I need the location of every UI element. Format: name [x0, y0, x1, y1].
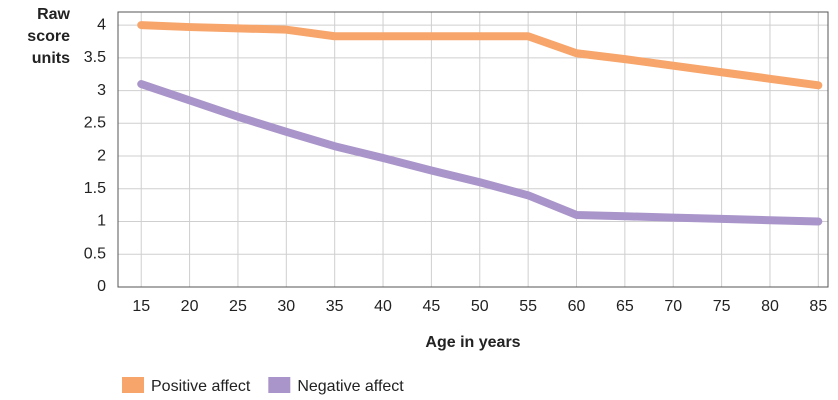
x-tick-label: 75 [713, 298, 731, 315]
legend-swatch [268, 377, 291, 393]
legend-swatch [122, 377, 144, 393]
legend-label: Positive affect [151, 378, 251, 395]
y-tick-label: 1.5 [84, 180, 106, 197]
x-tick-label: 40 [374, 298, 392, 315]
y-tick-label: 3 [97, 82, 106, 99]
plot-frame [117, 11, 829, 288]
x-tick-label: 45 [423, 298, 441, 315]
y-tick-label: 4 [97, 16, 106, 33]
y-tick-label: 3.5 [84, 49, 106, 66]
x-tick-label: 30 [277, 298, 295, 315]
y-tick-label: 0.5 [84, 245, 106, 262]
y-tick-label: 2 [97, 147, 106, 164]
x-tick-label: 20 [181, 298, 199, 315]
y-axis-label: Raw score units [27, 6, 70, 67]
y-tick-label: 1 [97, 213, 106, 230]
x-tick-label: 70 [664, 298, 682, 315]
line-series [137, 21, 823, 90]
x-tick-label: 85 [809, 298, 827, 315]
line-series [137, 80, 823, 226]
y-tick-label: 2.5 [84, 115, 106, 132]
y-tick-label: 0 [97, 278, 106, 295]
x-tick-label: 15 [132, 298, 150, 315]
x-axis-label: Age in years [425, 334, 520, 351]
x-tick-label: 80 [761, 298, 779, 315]
x-tick-label: 35 [326, 298, 344, 315]
x-tick-label: 55 [519, 298, 537, 315]
x-tick-label: 65 [616, 298, 634, 315]
legend-label: Negative affect [297, 378, 404, 395]
x-tick-label: 25 [229, 298, 247, 315]
x-tick-label: 50 [471, 298, 489, 315]
x-tick-label: 60 [568, 298, 586, 315]
